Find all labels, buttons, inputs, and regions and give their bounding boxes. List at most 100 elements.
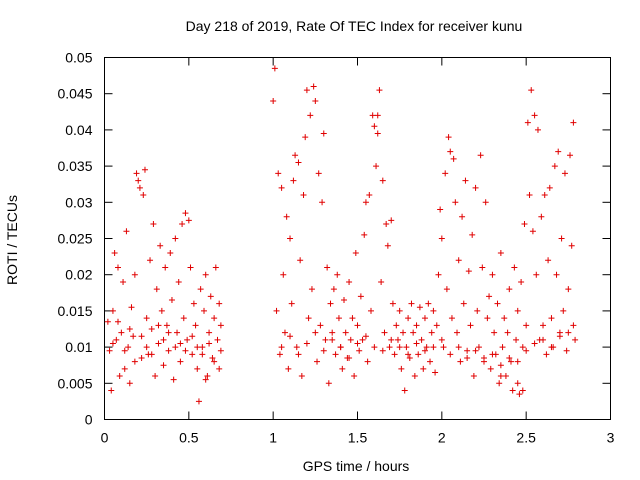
data-point [467,322,474,329]
data-point [401,387,408,394]
data-point [285,365,292,372]
data-point [138,333,145,340]
data-point [202,376,209,383]
data-point [155,322,162,329]
data-point [438,235,445,242]
data-series-kunu [104,65,579,405]
data-point [199,344,206,351]
data-point [341,297,348,304]
data-point [543,351,550,358]
data-point [514,380,521,387]
data-point [361,231,368,238]
data-point [548,344,555,351]
data-point [572,336,579,343]
data-point [292,152,299,159]
data-point [168,297,175,304]
data-point [273,307,280,314]
data-point [497,249,504,256]
data-point [131,271,138,278]
data-point [362,199,369,206]
data-point [351,373,358,380]
data-point [114,264,121,271]
data-point [464,347,471,354]
data-point [297,257,304,264]
x-axis-label: GPS time / hours [303,458,410,474]
data-point [560,307,567,314]
data-point [496,380,503,387]
data-point [563,347,570,354]
data-point [443,286,450,293]
data-point [406,354,413,361]
data-point [524,119,531,126]
data-point [415,351,422,358]
data-point [561,170,568,177]
data-point [347,336,354,343]
data-point [511,264,518,271]
data-point [177,340,184,347]
data-point [307,112,314,119]
data-point [300,192,307,199]
data-point [138,354,145,361]
data-point [568,242,575,249]
data-point [371,123,378,130]
data-point [298,373,305,380]
data-point [310,83,317,90]
data-point [506,286,513,293]
data-point [460,300,467,307]
data-point [465,268,472,275]
x-axis: 0 0.5 1 1.5 2 2.5 3 [101,57,615,446]
data-point [494,300,501,307]
data-point [411,373,418,380]
data-point [477,152,484,159]
data-point [428,329,435,336]
data-point [497,362,504,369]
data-point [386,344,393,351]
data-point [305,315,312,322]
data-point [416,304,423,311]
data-point [319,199,326,206]
data-point [275,170,282,177]
data-point [217,322,224,329]
data-point [152,373,159,380]
data-point [413,322,420,329]
data-point [379,177,386,184]
data-point [335,315,342,322]
data-point [293,344,300,351]
data-point [400,329,407,336]
data-point [172,235,179,242]
data-point [474,307,481,314]
data-point [374,130,381,137]
data-point [519,387,526,394]
data-point [504,329,511,336]
data-point [135,177,142,184]
data-point [526,192,533,199]
data-point [447,351,454,358]
y-tick-label: 0.04 [65,122,92,138]
data-point [190,300,197,307]
data-point [354,322,361,329]
data-point [516,391,523,398]
plot-frame [104,57,611,420]
data-point [128,304,135,311]
data-point [396,344,403,351]
data-point [408,300,415,307]
data-point [179,221,186,228]
data-point [118,329,125,336]
data-point [177,358,184,365]
data-point [514,358,521,365]
data-point [421,315,428,322]
data-point [447,148,454,155]
data-point [423,344,430,351]
data-point [491,329,498,336]
data-point [209,354,216,361]
data-point [421,347,428,354]
data-point [271,65,278,72]
data-point [570,119,577,126]
y-tick-label: 0.025 [57,231,92,247]
data-point [121,347,128,354]
data-point [440,344,447,351]
data-point [211,315,218,322]
data-point [393,322,400,329]
data-point [116,373,123,380]
